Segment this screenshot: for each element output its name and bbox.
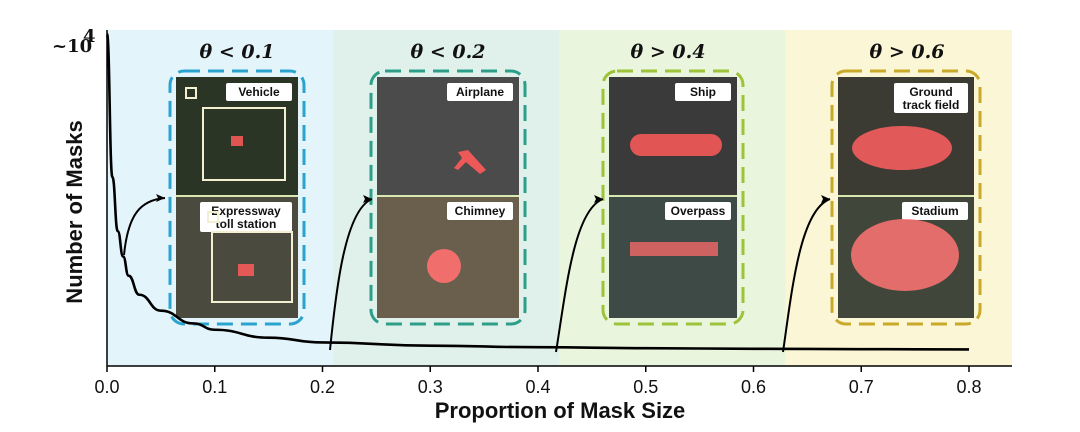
- band-4-dashed-frame: [830, 69, 982, 326]
- connector-arrow-4: [782, 198, 831, 353]
- band-1-threshold-label: θ < 0.1: [200, 41, 275, 63]
- toll-station-zoom-frame: [211, 231, 293, 303]
- object-tag-text: Overpass: [671, 204, 726, 218]
- object-tag-text: Chimney: [455, 204, 506, 218]
- segmentation-mask-highlight: [852, 126, 952, 170]
- x-tick-label: 0.3: [418, 377, 443, 397]
- x-tick-label: 0.2: [310, 377, 335, 397]
- toll-station-source-frame: [207, 211, 219, 223]
- y-axis-label: Number of Masks: [62, 120, 87, 303]
- x-tick-label: 0.4: [525, 377, 550, 397]
- arrow-head: [594, 195, 603, 203]
- object-tag-text: Expressway: [211, 204, 281, 218]
- segmentation-mask-highlight: [427, 249, 461, 283]
- object-tag-box: [447, 202, 513, 220]
- segmentation-mask-highlight: [630, 242, 718, 256]
- segmentation-mask-highlight: [851, 219, 959, 291]
- x-tick-label: 0.6: [741, 377, 766, 397]
- arrow-head: [363, 195, 372, 203]
- object-tag-box: [665, 202, 731, 220]
- object-tag-box: [226, 83, 292, 101]
- x-tick-label: 0.8: [956, 377, 981, 397]
- x-tick-label: 0.5: [633, 377, 658, 397]
- object-tag-text: Airplane: [456, 85, 504, 99]
- connector-arrow-3: [555, 198, 604, 353]
- object-tag-text: track field: [903, 98, 960, 112]
- object-tag-box: [200, 202, 292, 232]
- band-1-dashed-frame: [168, 69, 306, 326]
- vehicle-source-frame: [185, 87, 197, 99]
- x-tick-label: 0.7: [849, 377, 874, 397]
- arrow-head: [821, 195, 830, 203]
- object-tag-box: [447, 83, 513, 101]
- y-max-label: ~10: [52, 36, 92, 57]
- connector-arrow-2: [329, 198, 373, 351]
- segmentation-mask-highlight: [454, 150, 486, 174]
- vehicle-zoom-frame: [202, 107, 286, 181]
- band-4-threshold-label: θ > 0.6: [870, 41, 945, 63]
- object-tag-box: [902, 202, 968, 220]
- x-tick-label: 0.1: [202, 377, 227, 397]
- segmentation-mask-highlight: [238, 264, 254, 276]
- band-2-threshold-label: θ < 0.2: [411, 41, 486, 63]
- arrow-head: [156, 194, 165, 202]
- object-tag-text: Ship: [690, 85, 716, 99]
- object-tag-box: [894, 83, 968, 113]
- band-3-dashed-frame: [601, 69, 745, 326]
- object-tag-text: toll station: [216, 217, 277, 231]
- object-tag-text: Ground: [909, 85, 952, 99]
- segmentation-mask-highlight: [231, 136, 243, 146]
- y-max-label-exponent: 4: [83, 26, 96, 47]
- object-tag-box: [675, 83, 731, 101]
- series-line: [105, 32, 970, 351]
- object-tag-text: Vehicle: [238, 85, 280, 99]
- segmentation-mask-highlight: [630, 134, 722, 156]
- band-2-dashed-frame: [369, 69, 527, 326]
- x-tick-label: 0.0: [94, 377, 119, 397]
- object-tag-text: Stadium: [911, 204, 958, 218]
- band-3-threshold-label: θ > 0.4: [631, 41, 706, 63]
- x-axis-label: Proportion of Mask Size: [435, 398, 686, 423]
